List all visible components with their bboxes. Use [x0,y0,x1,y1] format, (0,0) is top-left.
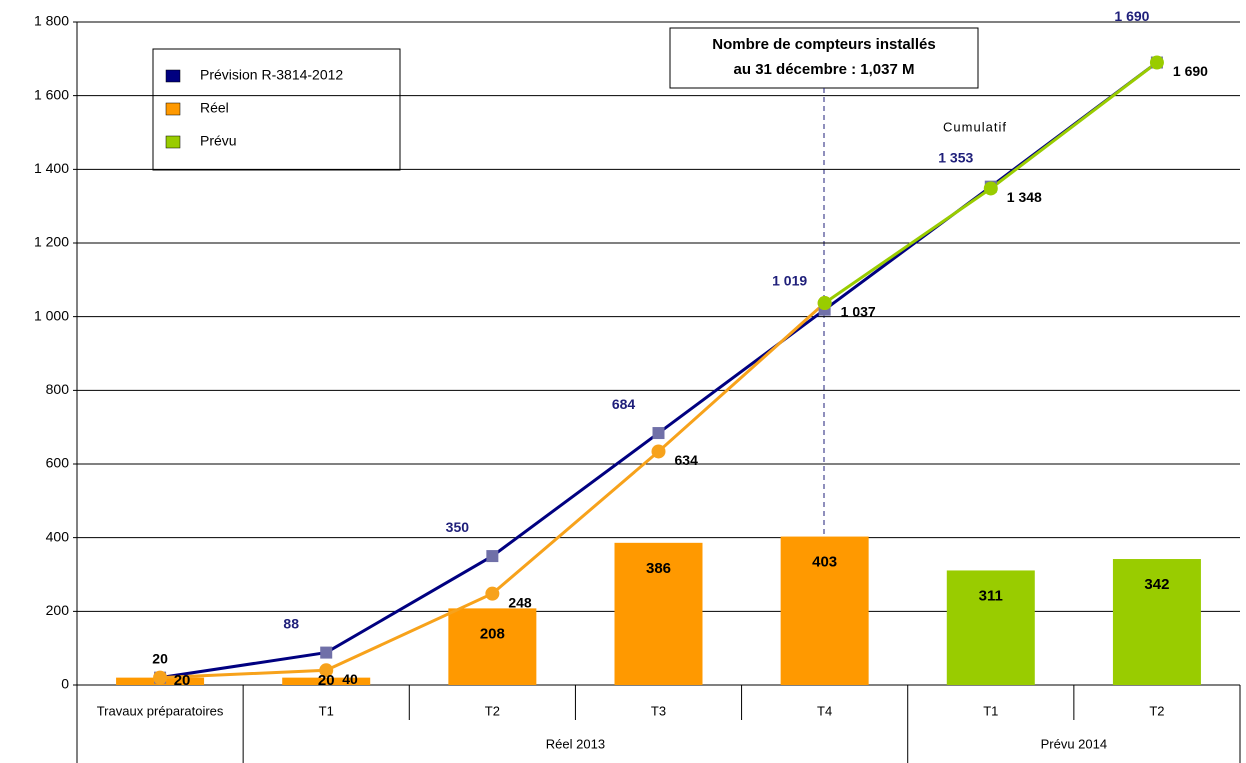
legend-swatch [165,69,181,83]
data-label: 1 037 [841,304,876,320]
marker [319,663,334,678]
x-tick-label: Travaux préparatoires [97,703,224,718]
bar [1112,559,1201,685]
annotation: Cumulatif [943,119,1007,134]
marker [817,296,832,311]
group-label: Prévu 2014 [1041,736,1108,751]
data-label: 20 [318,672,335,689]
legend-box [152,48,401,171]
marker [652,427,665,440]
data-label: 248 [508,594,532,610]
data-label: 342 [1144,576,1169,593]
marker [1149,55,1164,70]
data-label: 684 [612,396,636,412]
legend-label: Prévision R-3814-2012 [200,67,343,83]
marker [486,550,499,563]
group-label: Réel 2013 [546,736,605,751]
x-tick-label: T1 [319,703,334,718]
x-tick-label: T2 [485,703,500,718]
marker [153,670,168,685]
data-label: 403 [812,554,837,571]
x-tick-label: T1 [983,703,998,718]
x-tick-label: T4 [817,703,832,718]
data-label: 1 690 [1173,63,1208,79]
legend-label: Prévu [200,133,237,149]
y-tick-label: 1 200 [34,234,69,250]
annotation: au 31 décembre : 1,037 M [734,61,915,78]
marker [651,444,666,459]
y-tick-label: 400 [46,528,70,544]
y-tick-label: 1 000 [34,307,69,323]
bar [448,608,537,685]
bar [282,677,371,685]
x-tick-label: T2 [1149,703,1164,718]
y-tick-label: 0 [61,676,69,692]
data-label: 1 690 [1114,8,1149,24]
y-tick-label: 1 400 [34,160,69,176]
y-tick-label: 1 800 [34,13,69,29]
bar [946,570,1035,685]
legend-swatch [165,102,181,116]
data-label: 386 [646,560,671,577]
marker [983,181,998,196]
data-label: 1 348 [1007,189,1042,205]
data-label: 88 [283,615,299,631]
data-label: 20 [174,672,191,689]
data-label: 20 [152,650,168,666]
legend-label: Réel [200,100,229,116]
y-tick-label: 200 [46,602,70,618]
data-label: 1 353 [938,149,973,165]
annotation: Nombre de compteurs installés [712,36,935,53]
data-label: 1 019 [772,272,807,288]
y-tick-label: 600 [46,455,70,471]
legend-swatch [165,135,181,149]
data-label: 208 [480,625,505,642]
data-label: 311 [979,587,1003,604]
marker [320,646,333,659]
x-tick-label: T3 [651,703,666,718]
data-label: 350 [446,519,470,535]
y-tick-label: 1 600 [34,86,69,102]
y-tick-label: 800 [46,381,70,397]
bar [614,542,703,685]
bar [780,536,869,685]
data-label: 40 [342,671,358,687]
marker [485,586,500,601]
data-label: 634 [675,452,699,468]
